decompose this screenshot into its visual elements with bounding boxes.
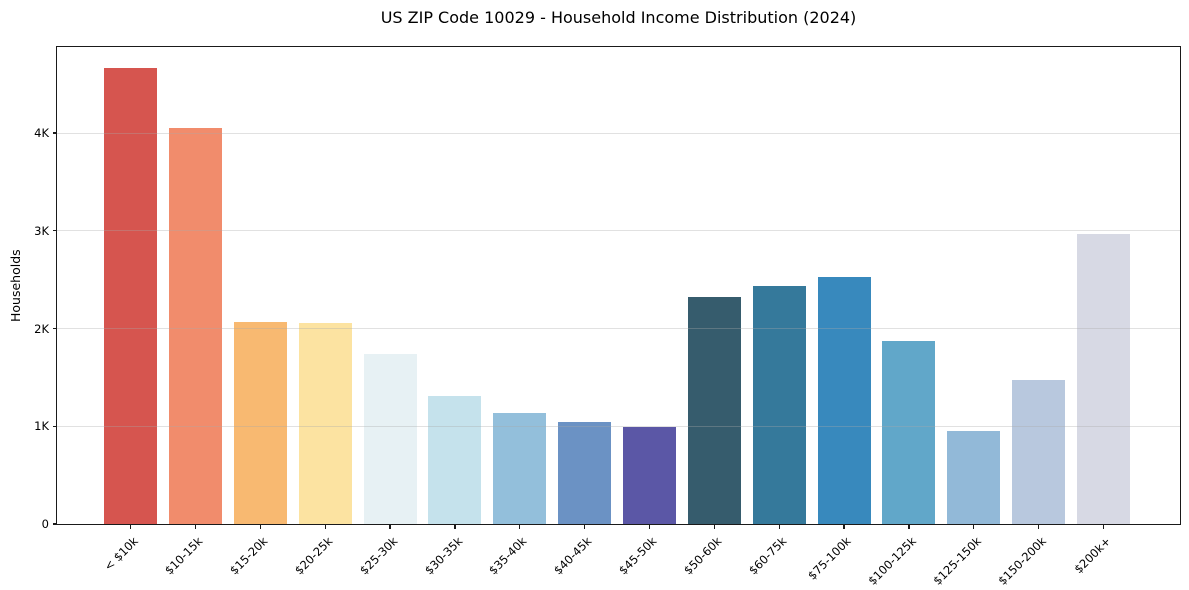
x-tick-mark xyxy=(259,524,262,529)
y-axis-label: Households xyxy=(8,249,23,322)
x-tick-mark xyxy=(778,524,780,529)
x-tick-label: $50-60k xyxy=(680,534,725,578)
x-tick-mark xyxy=(389,524,391,529)
x-tick-mark xyxy=(454,524,456,529)
y-tick-mark xyxy=(53,327,57,330)
x-tick-label: $10-15k xyxy=(162,534,206,578)
x-tick-mark xyxy=(130,524,132,529)
bar xyxy=(623,426,676,524)
x-tick-mark xyxy=(713,524,715,529)
y-tick-label: 2K xyxy=(34,321,49,336)
chart-title: US ZIP Code 10029 - Household Income Dis… xyxy=(380,8,857,27)
bar xyxy=(1012,380,1066,524)
bar xyxy=(947,431,1001,524)
y-tick-mark xyxy=(53,132,57,134)
x-tick-label: $25-30k xyxy=(356,534,400,578)
bar xyxy=(493,412,547,524)
x-tick-label: $125-150k xyxy=(929,534,984,588)
x-tick-label: $200k+ xyxy=(1071,534,1114,577)
bar xyxy=(687,297,741,524)
x-tick-mark xyxy=(908,524,910,529)
x-tick-mark xyxy=(973,524,975,529)
gridline xyxy=(57,425,1180,427)
x-tick-mark xyxy=(194,524,197,529)
y-tick-mark xyxy=(53,425,57,427)
x-tick-label: $20-25k xyxy=(291,534,336,578)
x-tick-label: $30-35k xyxy=(421,534,465,578)
bar xyxy=(882,341,936,524)
y-tick-mark xyxy=(53,523,57,525)
plot-area: < $10k $10-15k $15-20k $20-25k $25-30k $30-35… xyxy=(34,46,1181,588)
y-tick-label: 1K xyxy=(34,419,49,434)
x-tick-label: $75-100k xyxy=(805,534,854,583)
y-tick-mark xyxy=(53,230,57,232)
bar xyxy=(752,285,806,524)
x-tick-label: $150-200k xyxy=(994,534,1049,588)
gridline xyxy=(57,328,1180,329)
bar xyxy=(298,323,352,524)
x-tick-mark xyxy=(324,524,326,529)
x-tick-label: $40-45k xyxy=(551,534,595,578)
x-tick-label: $35-40k xyxy=(486,534,530,578)
bar xyxy=(104,67,158,524)
y-tick-label: 3K xyxy=(34,223,49,238)
bar xyxy=(1076,233,1130,524)
x-tick-mark xyxy=(648,524,651,529)
gridline xyxy=(57,230,1180,232)
y-tick-label: 0 xyxy=(41,517,49,531)
bar xyxy=(169,128,223,524)
x-tick-mark xyxy=(1102,524,1105,529)
x-tick-mark xyxy=(519,524,521,529)
x-tick-label: < $10k xyxy=(101,534,141,574)
x-tick-label: $15-20k xyxy=(226,534,271,578)
x-tick-label: $60-75k xyxy=(745,534,790,578)
x-tick-mark xyxy=(584,524,586,529)
bar xyxy=(428,395,482,524)
gridline xyxy=(57,132,1180,134)
x-tick-mark xyxy=(1037,524,1040,529)
bar xyxy=(363,353,417,524)
bar xyxy=(817,276,871,524)
bar xyxy=(558,422,612,524)
x-tick-mark xyxy=(843,524,845,529)
bar xyxy=(233,322,287,524)
y-tick-label: 4K xyxy=(34,126,49,140)
x-tick-label: $100-125k xyxy=(865,534,919,588)
x-tick-label: $45-50k xyxy=(615,534,660,578)
